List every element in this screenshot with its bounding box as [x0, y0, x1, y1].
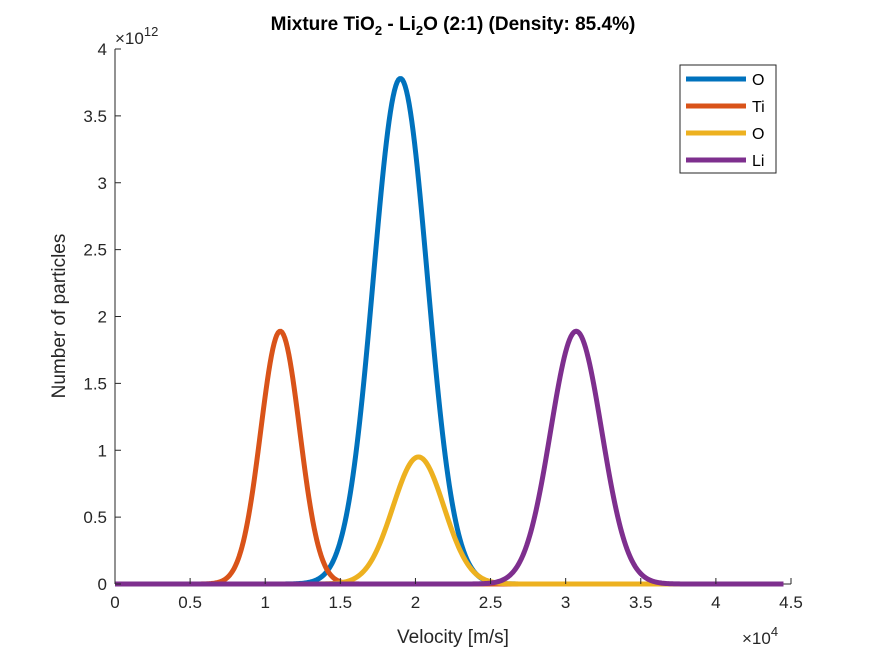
x-tick-label: 1 — [260, 593, 269, 612]
legend-label: Li — [752, 153, 764, 170]
tick-layer: 0 0.5 1 1.5 2 2.5 3 3.5 4 4.5 0 0.5 1 1.5 2 2.5 3 3.5 4 — [83, 40, 802, 612]
x-tick-label: 2 — [411, 593, 420, 612]
series-line-li-3 — [113, 328, 785, 587]
x-tick-label: 4 — [711, 593, 720, 612]
y-tick-label: 0.5 — [83, 508, 107, 527]
legend-label: O — [752, 126, 764, 143]
y-tick-label: 3 — [98, 174, 107, 193]
y-axis-label: Number of particles — [49, 234, 70, 399]
y-tick-label: 2.5 — [83, 241, 107, 260]
x-tick-label: 1.5 — [329, 593, 353, 612]
x-tick-label: 3 — [561, 593, 570, 612]
x-exponent-multiplier: ×104 — [742, 624, 778, 648]
legend: O Ti O Li — [679, 64, 777, 174]
title-subscript: 2 — [416, 23, 423, 38]
x-tick-label: 0 — [110, 593, 119, 612]
title-subscript: 2 — [375, 23, 382, 38]
y-tick-label: 2 — [98, 308, 107, 327]
y-tick-label: 4 — [98, 40, 107, 59]
y-tick-label: 1 — [98, 441, 107, 460]
y-tick-label: 1.5 — [83, 374, 107, 393]
chart-title: Mixture TiO2 - Li2O (2:1) (Density: 85.4… — [271, 14, 636, 38]
legend-box — [679, 64, 777, 174]
x-axis-label: Velocity [m/s] — [397, 627, 509, 648]
x-tick-label: 3.5 — [629, 593, 653, 612]
x-tick-label: 2.5 — [479, 593, 503, 612]
x-tick-label: 4.5 — [779, 593, 803, 612]
x-tick-label: 0.5 — [178, 593, 202, 612]
y-tick-label: 0 — [98, 575, 107, 594]
series-layer — [113, 76, 785, 587]
y-exponent-multiplier: ×1012 — [115, 24, 158, 48]
legend-label: O — [752, 72, 764, 89]
y-tick-label: 3.5 — [83, 107, 107, 126]
legend-label: Ti — [752, 99, 765, 116]
